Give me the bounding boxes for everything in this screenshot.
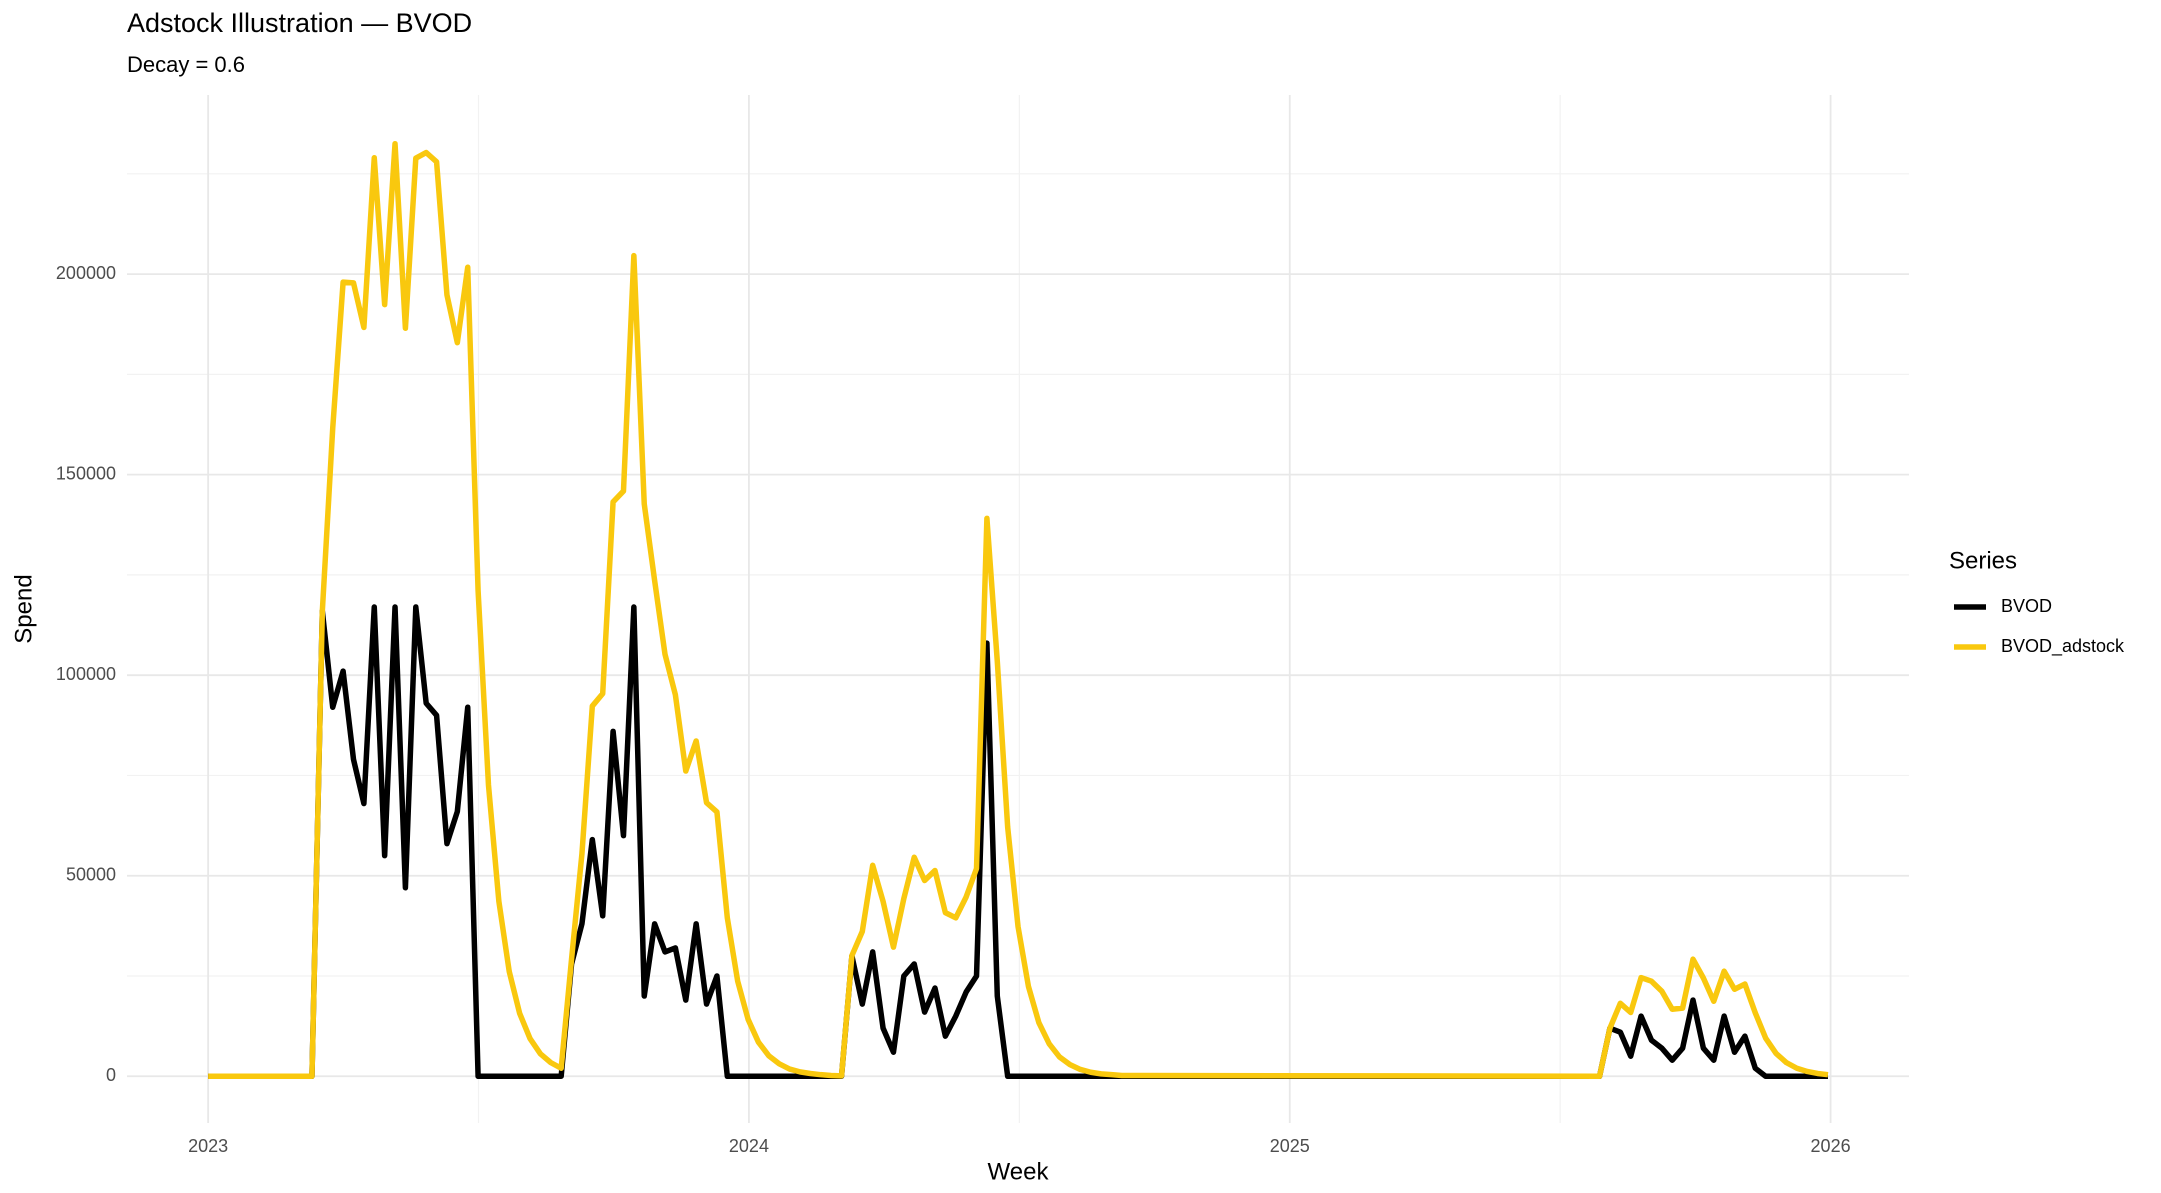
series-line — [208, 140, 1829, 1080]
chart-subtitle: Decay = 0.6 — [127, 52, 245, 77]
chart-title: Adstock Illustration — BVOD — [127, 8, 472, 38]
y-tick-label: 50000 — [66, 864, 116, 884]
x-axis-title: Week — [988, 1158, 1050, 1185]
legend-title: Series — [1949, 547, 2017, 574]
x-tick-label: 2023 — [188, 1136, 228, 1156]
y-tick-label: 100000 — [56, 664, 116, 684]
legend-label: BVOD_adstock — [2001, 636, 2125, 657]
y-tick-label: 0 — [106, 1065, 116, 1085]
x-tick-label: 2025 — [1270, 1136, 1310, 1156]
legend-label: BVOD — [2001, 596, 2052, 616]
y-tick-label: 150000 — [56, 463, 116, 483]
y-axis-title: Spend — [10, 574, 37, 643]
x-tick-label: 2024 — [729, 1136, 769, 1156]
x-tick-label: 2026 — [1811, 1136, 1851, 1156]
series-line — [208, 604, 1828, 1080]
y-tick-label: 200000 — [56, 263, 116, 283]
